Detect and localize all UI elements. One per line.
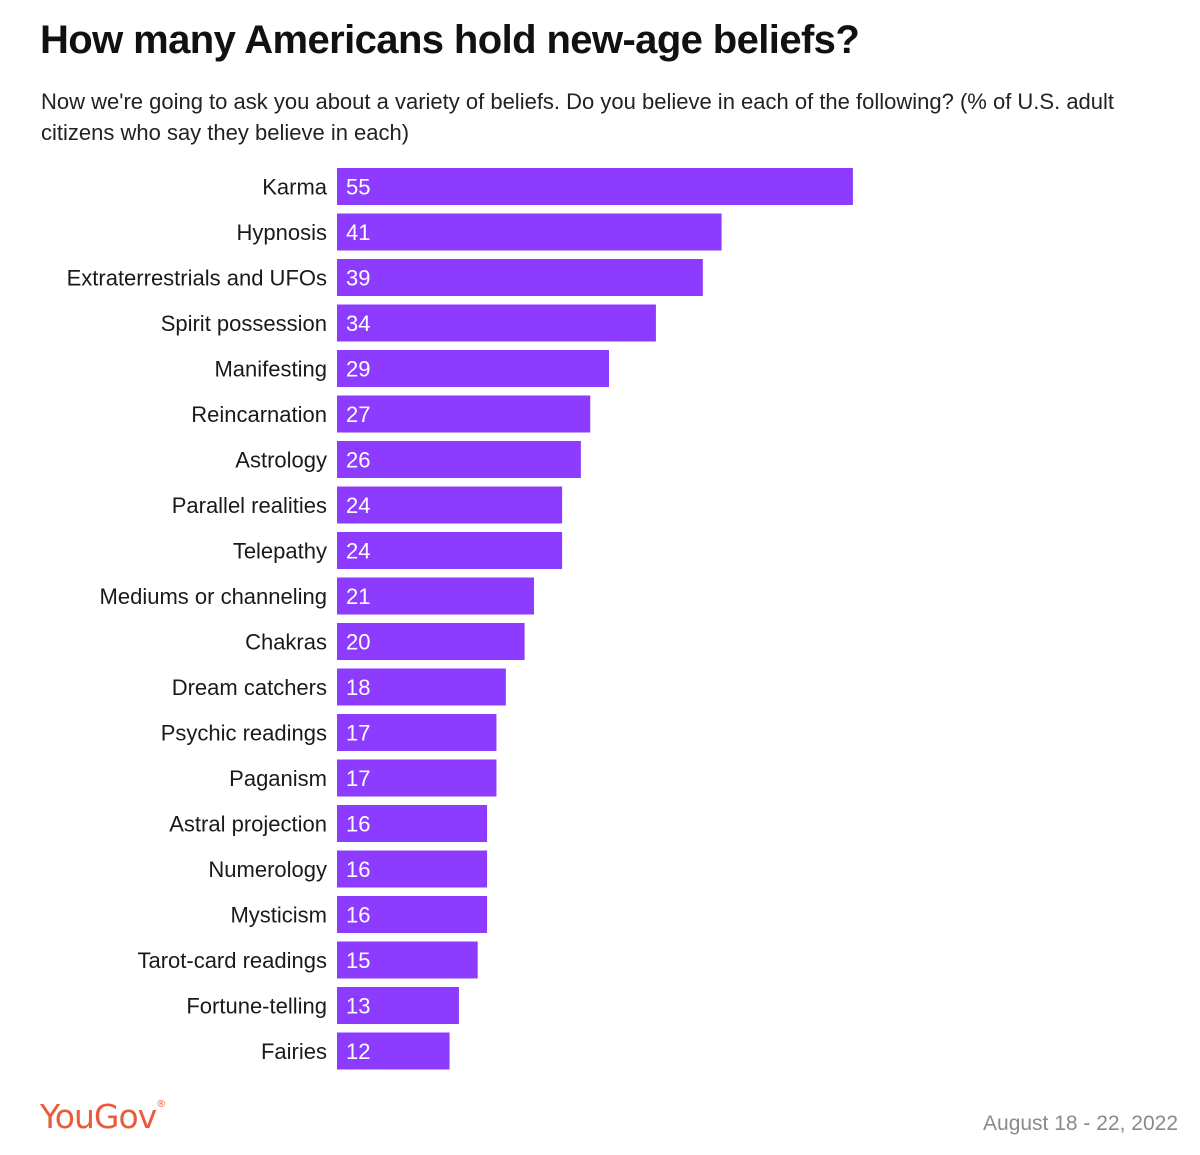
bar [337,395,591,433]
value-label: 13 [346,994,370,1019]
category-label: Astrology [235,448,327,473]
bar [337,350,610,387]
value-label: 29 [346,357,370,382]
value-label: 15 [346,948,370,973]
yougov-logo-text: YouGov [40,1097,157,1136]
category-label: Mysticism [230,903,327,928]
category-label: Parallel realities [172,493,327,518]
category-label: Fairies [261,1039,327,1064]
bar [337,577,534,615]
value-label: 24 [346,493,370,518]
category-label: Fortune-telling [186,994,327,1019]
value-label: 20 [346,630,370,655]
value-label: 27 [346,402,370,427]
value-label: 26 [346,448,370,473]
bar [337,714,497,751]
yougov-logo: YouGov® [40,1097,167,1136]
survey-date: August 18 - 22, 2022 [983,1112,1178,1135]
category-label: Tarot-card readings [137,948,327,973]
bar [337,259,703,296]
category-label: Extraterrestrials and UFOs [67,266,327,291]
value-label: 21 [346,584,370,609]
bar [337,623,525,660]
value-label: 18 [346,675,370,700]
category-label: Manifesting [214,357,327,382]
value-label: 39 [346,266,370,291]
bar [337,532,563,569]
bar [337,759,497,797]
registered-mark: ® [156,1099,167,1110]
value-label: 16 [346,857,370,882]
value-label: 16 [346,903,370,928]
bar [337,987,459,1024]
category-label: Telepathy [233,539,327,564]
value-label: 24 [346,539,370,564]
bar [337,441,581,478]
value-label: 55 [346,175,370,200]
bar [337,668,506,706]
category-label: Reincarnation [191,402,327,427]
bar [337,941,478,979]
bar [337,896,488,933]
category-label: Hypnosis [237,220,327,245]
value-label: 17 [346,766,370,791]
bar [337,850,488,888]
chart-title: How many Americans hold new-age beliefs? [40,18,860,62]
bar [337,1032,450,1070]
category-label: Numerology [208,857,327,882]
category-label: Paganism [229,766,327,791]
value-label: 41 [346,220,370,245]
category-label: Astral projection [169,812,327,837]
bar [337,486,563,524]
value-label: 17 [346,721,370,746]
chart-subtitle: Now we're going to ask you about a varie… [41,89,1115,145]
category-label: Psychic readings [161,721,327,746]
value-label: 12 [346,1039,370,1064]
category-label: Mediums or channeling [100,584,327,609]
category-label: Dream catchers [172,675,327,700]
value-label: 16 [346,812,370,837]
bar [337,168,853,205]
bar [337,304,656,342]
category-label: Chakras [245,630,327,655]
value-label: 34 [346,311,370,336]
bar [337,213,722,251]
category-label: Karma [262,175,328,200]
category-label: Spirit possession [161,311,327,336]
bar [337,805,488,842]
